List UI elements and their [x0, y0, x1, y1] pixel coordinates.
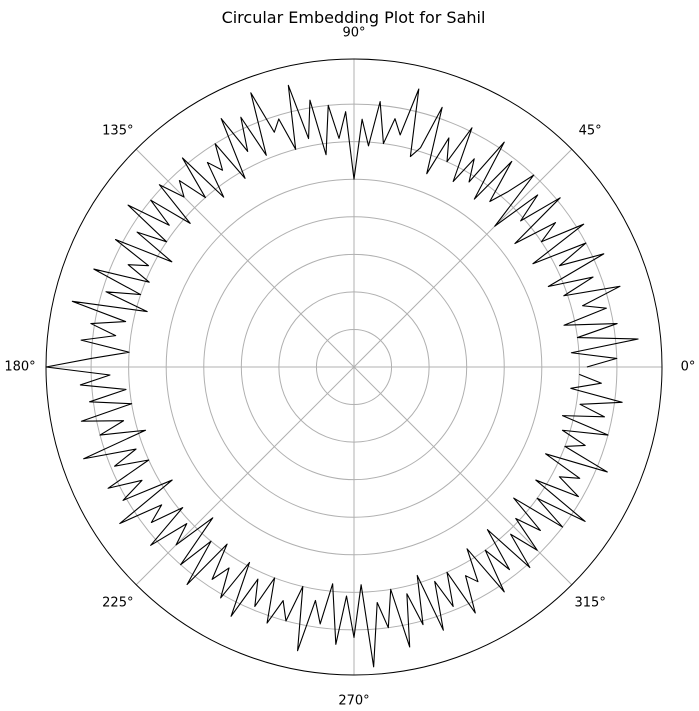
angle-tick-label-315: 315° — [575, 596, 606, 611]
angular-grid-line-135 — [135, 148, 355, 368]
angle-tick-labels: 0° 45° 90° 135° 180° 225° 270° 315° — [4, 26, 695, 709]
chart-title: Circular Embedding Plot for Sahil — [221, 8, 486, 27]
angle-tick-label-0: 0° — [681, 360, 696, 375]
angular-grid — [46, 59, 662, 675]
angular-grid-line-225 — [135, 366, 355, 586]
angle-tick-label-270: 270° — [338, 694, 369, 709]
series-line — [45, 84, 639, 668]
angle-tick-label-90: 90° — [342, 26, 365, 41]
angle-tick-label-225: 225° — [102, 596, 133, 611]
angle-tick-label-135: 135° — [102, 123, 133, 138]
angular-grid-line-45 — [353, 148, 573, 368]
angle-tick-label-45: 45° — [579, 123, 602, 138]
angle-tick-label-180: 180° — [4, 360, 35, 375]
